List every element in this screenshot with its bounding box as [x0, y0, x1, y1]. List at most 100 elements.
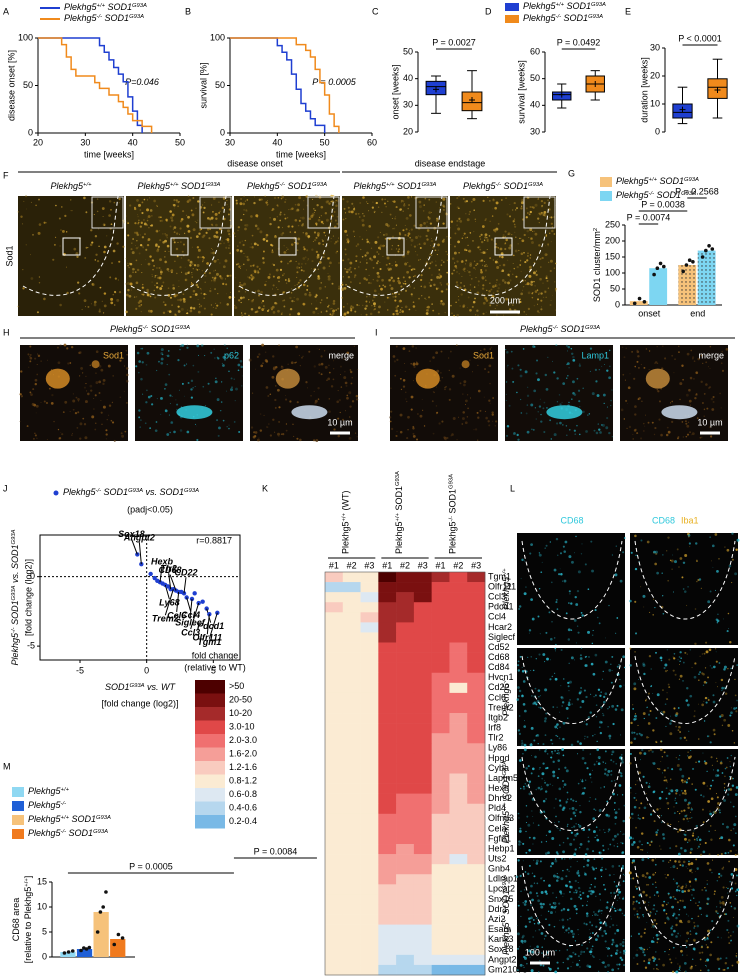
speckle	[304, 293, 307, 296]
speckle	[724, 767, 727, 770]
speckle	[332, 312, 335, 315]
speckle	[21, 395, 23, 398]
speckle	[549, 232, 551, 234]
speckle	[604, 762, 607, 764]
leader-line	[208, 612, 218, 639]
bar	[649, 268, 668, 305]
speckle	[685, 393, 689, 397]
speckle	[527, 765, 530, 768]
speckle	[412, 275, 415, 278]
label-part: Plekhg5	[520, 324, 554, 334]
speckle	[321, 239, 323, 241]
speckle	[669, 559, 672, 562]
speckle	[377, 206, 380, 208]
speckle	[74, 412, 78, 415]
speckle	[383, 285, 387, 288]
speckle	[320, 205, 324, 209]
speckle	[597, 911, 600, 913]
speckle	[642, 712, 646, 715]
speckle	[568, 590, 571, 593]
speckle	[69, 362, 72, 364]
speckle	[642, 594, 646, 598]
speckle	[566, 957, 570, 961]
tissue-outline	[22, 195, 119, 296]
speckle	[653, 552, 655, 554]
speckle	[228, 244, 231, 247]
speckle	[599, 431, 602, 434]
subtitle: (padj<0.05)	[127, 504, 173, 514]
speckle	[552, 785, 554, 787]
panel-letter: A	[3, 6, 9, 16]
heatmap-cell	[413, 682, 432, 694]
speckle	[342, 286, 344, 288]
speckle	[313, 212, 315, 214]
speckle	[476, 291, 480, 295]
speckle	[137, 301, 141, 305]
speckle	[320, 373, 323, 376]
speckle	[348, 210, 351, 214]
heatmap-cell	[467, 964, 486, 976]
speckle	[311, 248, 314, 251]
heatmap-cell	[342, 954, 361, 966]
speckle	[208, 271, 212, 275]
speckle	[176, 255, 179, 258]
speckle	[281, 195, 285, 199]
speckle	[611, 389, 613, 391]
speckle	[633, 687, 637, 691]
speckle	[523, 903, 527, 906]
speckle	[646, 736, 649, 739]
speckle	[196, 264, 200, 267]
speckle	[709, 367, 711, 369]
speckle	[469, 359, 471, 361]
speckle	[412, 432, 415, 435]
speckle	[98, 245, 100, 248]
row-label: Uts2	[488, 854, 507, 864]
speckle	[524, 925, 528, 928]
speckle	[266, 426, 268, 428]
speckle	[688, 399, 692, 403]
speckle	[214, 269, 216, 271]
speckle	[702, 808, 704, 811]
speckle	[159, 219, 162, 222]
speckle	[313, 207, 315, 210]
speckle	[709, 590, 712, 593]
speckle	[161, 353, 164, 356]
speckle	[687, 421, 690, 424]
speckle	[523, 748, 527, 752]
speckle	[302, 231, 305, 234]
speckle	[355, 255, 358, 258]
heatmap-cell	[325, 592, 344, 603]
legend-label: Plekhg5+/+ SOD1G93A	[616, 176, 699, 186]
heatmap-cell	[431, 592, 450, 603]
speckle	[612, 838, 615, 841]
speckle	[561, 857, 563, 860]
speckle	[544, 253, 548, 257]
heatmap-cell	[467, 864, 486, 875]
heatmap-cell	[378, 672, 397, 684]
speckle	[595, 431, 599, 435]
speckle	[141, 283, 144, 286]
speckle	[395, 345, 398, 348]
speckle	[589, 347, 593, 350]
speckle	[530, 280, 534, 284]
speckle	[278, 344, 280, 347]
speckle	[140, 311, 142, 313]
label-part: (WT)	[341, 491, 351, 514]
speckle	[271, 305, 275, 309]
heatmap-cell	[396, 904, 415, 915]
speckle	[478, 357, 480, 360]
speckle	[170, 216, 174, 220]
group-label: disease endstage	[415, 158, 486, 168]
speckle	[527, 307, 531, 311]
speckle	[307, 258, 310, 260]
speckle	[598, 918, 601, 921]
speckle	[267, 203, 269, 205]
heatmap-cell	[360, 572, 379, 583]
speckle	[632, 438, 634, 440]
speckle	[382, 255, 384, 257]
speckle	[641, 844, 643, 846]
y-tick-label: 15	[37, 876, 47, 886]
speckle	[573, 659, 575, 661]
speckle	[684, 837, 687, 841]
speckle	[590, 693, 592, 695]
